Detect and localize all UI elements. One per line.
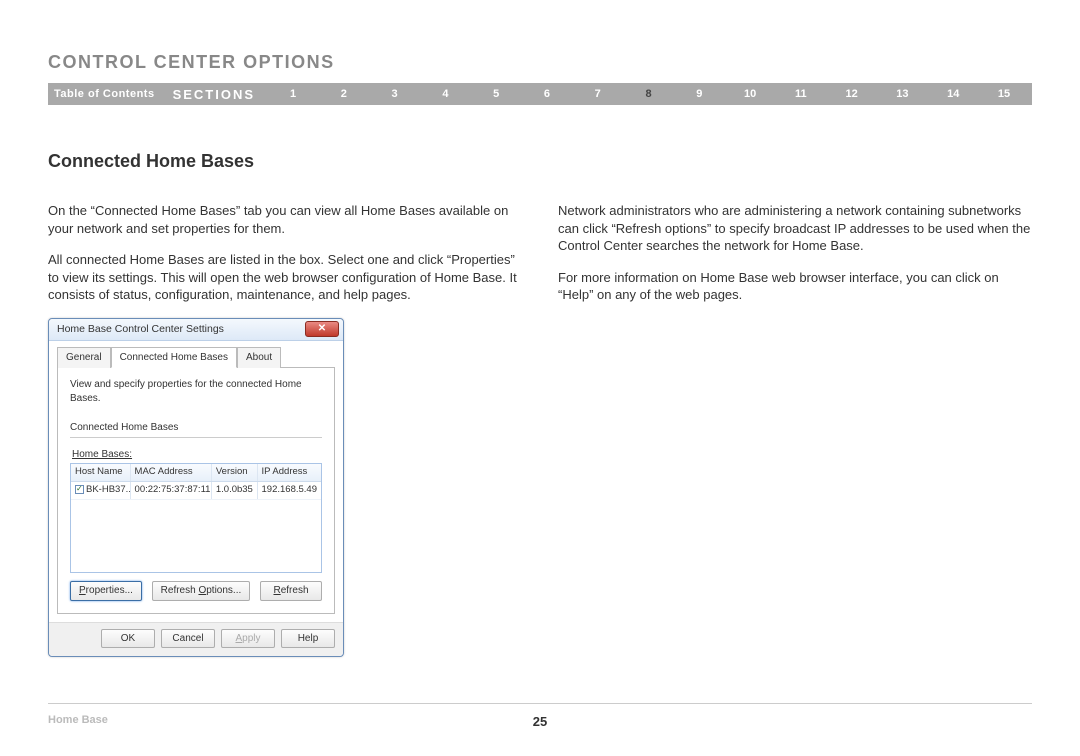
section-link-2[interactable]: 2 — [326, 88, 362, 100]
cell-version: 1.0.0b35 — [212, 482, 258, 499]
section-link-1[interactable]: 1 — [275, 88, 311, 100]
dialog-title: Home Base Control Center Settings — [57, 322, 224, 336]
footer-rule — [48, 703, 1032, 704]
section-link-7[interactable]: 7 — [580, 88, 616, 100]
col-mac: MAC Address — [131, 464, 212, 481]
tab-about[interactable]: About — [237, 347, 281, 369]
body-paragraph: Network administrators who are administe… — [558, 202, 1032, 255]
body-paragraph: All connected Home Bases are listed in t… — [48, 251, 522, 304]
refresh-options-button[interactable]: Refresh Options... — [152, 581, 251, 601]
section-link-12[interactable]: 12 — [834, 88, 870, 100]
section-nav-bar: Table of Contents SECTIONS 1234567891011… — [48, 83, 1032, 105]
right-column: Network administrators who are administe… — [558, 202, 1032, 657]
page-title: CONTROL CENTER OPTIONS — [48, 52, 1032, 73]
section-link-13[interactable]: 13 — [884, 88, 920, 100]
body-paragraph: For more information on Home Base web br… — [558, 269, 1032, 304]
tab-connected-home-bases[interactable]: Connected Home Bases — [111, 347, 237, 369]
help-button[interactable]: Help — [281, 629, 335, 649]
left-column: On the “Connected Home Bases” tab you ca… — [48, 202, 522, 657]
home-bases-grid[interactable]: Host Name MAC Address Version IP Address… — [70, 463, 322, 573]
ok-button[interactable]: OK — [101, 629, 155, 649]
section-link-4[interactable]: 4 — [427, 88, 463, 100]
section-link-3[interactable]: 3 — [377, 88, 413, 100]
tab-panel: View and specify properties for the conn… — [57, 367, 335, 614]
close-button[interactable]: ✕ — [305, 321, 339, 337]
tab-strip: GeneralConnected Home BasesAbout — [57, 347, 335, 369]
section-link-11[interactable]: 11 — [783, 88, 819, 100]
page-number: 25 — [48, 714, 1032, 729]
toc-link[interactable]: Table of Contents — [54, 88, 155, 100]
section-link-10[interactable]: 10 — [732, 88, 768, 100]
cell-ip: 192.168.5.49 — [258, 482, 321, 499]
col-version: Version — [212, 464, 258, 481]
col-hostname: Host Name — [71, 464, 131, 481]
refresh-button[interactable]: Refresh — [260, 581, 322, 601]
col-ip: IP Address — [258, 464, 321, 481]
section-link-9[interactable]: 9 — [681, 88, 717, 100]
section-link-14[interactable]: 14 — [935, 88, 971, 100]
grid-header: Host Name MAC Address Version IP Address — [71, 464, 321, 482]
dialog-button-row: OK Cancel Apply Help — [49, 622, 343, 657]
section-subtitle: Connected Home Bases — [48, 151, 1032, 172]
cell-mac: 00:22:75:37:87:11 — [131, 482, 212, 499]
body-paragraph: On the “Connected Home Bases” tab you ca… — [48, 202, 522, 237]
properties-button[interactable]: Properties... — [70, 581, 142, 601]
section-link-8[interactable]: 8 — [631, 88, 667, 100]
sections-label: SECTIONS — [173, 87, 255, 102]
section-link-15[interactable]: 15 — [986, 88, 1022, 100]
row-checkbox[interactable] — [75, 485, 84, 494]
tab-description: View and specify properties for the conn… — [70, 378, 322, 405]
tab-general[interactable]: General — [57, 347, 111, 369]
cancel-button[interactable]: Cancel — [161, 629, 215, 649]
section-link-5[interactable]: 5 — [478, 88, 514, 100]
apply-button[interactable]: Apply — [221, 629, 275, 649]
close-icon: ✕ — [318, 324, 326, 334]
grid-row[interactable]: BK-HB37... 00:22:75:37:87:11 1.0.0b35 19… — [71, 482, 321, 500]
settings-dialog: Home Base Control Center Settings ✕ Gene… — [48, 318, 344, 658]
dialog-titlebar: Home Base Control Center Settings ✕ — [49, 319, 343, 341]
group-label: Connected Home Bases — [70, 421, 322, 438]
grid-caption: Home Bases: — [72, 448, 322, 462]
cell-hostname: BK-HB37... — [86, 484, 131, 495]
section-link-6[interactable]: 6 — [529, 88, 565, 100]
